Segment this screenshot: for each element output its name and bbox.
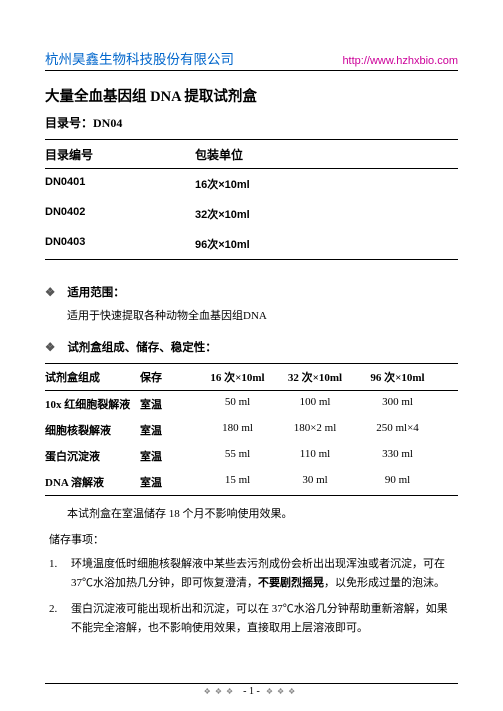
document-title: 大量全血基因组 DNA 提取试剂盒 — [45, 85, 458, 106]
storage-list: 1. 环境温度低时细胞核裂解液中某些去污剂成份会析出出现浑浊或者沉淀，可在37℃… — [49, 555, 458, 638]
list-item: 1. 环境温度低时细胞核裂解液中某些去污剂成份会析出出现浑浊或者沉淀，可在37℃… — [49, 555, 458, 592]
diamond-icon: ❖ — [45, 287, 55, 299]
page-footer: - 1 - — [45, 683, 458, 697]
table-row: DN0402 32次×10ml — [45, 199, 458, 229]
packaging-table: 目录编号 包装单位 DN0401 16次×10ml DN0402 32次×10m… — [45, 139, 458, 260]
company-name: 杭州昊鑫生物科技股份有限公司 — [45, 48, 234, 68]
table-header-row: 目录编号 包装单位 — [45, 140, 458, 169]
diamond-icon: ❖ — [45, 342, 55, 354]
table-header-row: 试剂盒组成 保存 16 次×10ml 32 次×10ml 96 次×10ml — [45, 364, 458, 391]
table-row: DN0403 96次×10ml — [45, 229, 458, 259]
table-row: DNA 溶解液 室温 15 ml 30 ml 90 ml — [45, 469, 458, 495]
table-row: 细胞核裂解液 室温 180 ml 180×2 ml 250 ml×4 — [45, 417, 458, 443]
footer-rule — [45, 683, 458, 684]
page-number: - 1 - — [243, 686, 260, 697]
composition-table: 试剂盒组成 保存 16 次×10ml 32 次×10ml 96 次×10ml 1… — [45, 363, 458, 496]
scope-text: 适用于快速提取各种动物全血基因组DNA — [67, 308, 458, 325]
col-package: 包装单位 — [195, 146, 243, 163]
table-row: DN0401 16次×10ml — [45, 169, 458, 199]
col-catalog: 目录编号 — [45, 146, 195, 163]
page-header: 杭州昊鑫生物科技股份有限公司 http://www.hzhxbio.com — [45, 48, 458, 71]
company-url: http://www.hzhxbio.com — [342, 55, 458, 67]
section-scope: ❖适用范围： — [45, 284, 458, 300]
table-row: 蛋白沉淀液 室温 55 ml 110 ml 330 ml — [45, 443, 458, 469]
storage-note: 本试剂盒在室温储存 18 个月不影响使用效果。 — [67, 506, 458, 524]
list-item: 2. 蛋白沉淀液可能出现析出和沉淀，可以在 37℃水浴几分钟帮助重新溶解，如果不… — [49, 600, 458, 637]
section-composition: ❖试剂盒组成、储存、稳定性： — [45, 339, 458, 355]
storage-heading: 储存事项： — [49, 531, 458, 547]
table-row: 10x 红细胞裂解液 室温 50 ml 100 ml 300 ml — [45, 391, 458, 417]
catalog-number: 目录号：DN04 — [45, 114, 458, 131]
footer-ornament: - 1 - — [45, 686, 458, 697]
